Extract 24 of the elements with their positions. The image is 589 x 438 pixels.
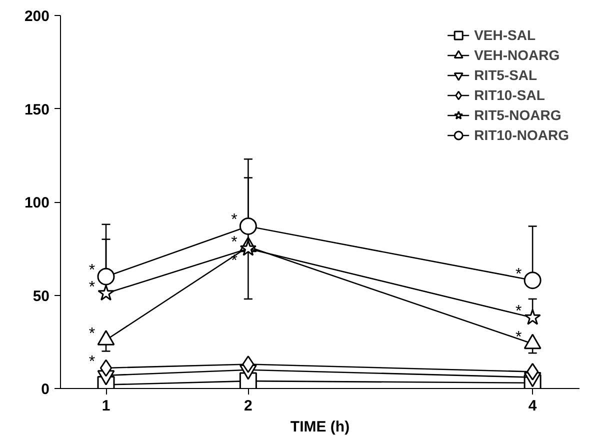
legend-label: RIT10-NOARG: [474, 127, 569, 143]
annotation: *: [88, 262, 96, 280]
annotation: *: [88, 353, 96, 370]
annotation: *: [231, 212, 238, 229]
legend-label: RIT10-SAL: [474, 87, 545, 103]
annotation: *: [88, 326, 96, 343]
x-tick-label: 1: [102, 398, 110, 414]
legend-label: VEH-NOARG: [474, 47, 560, 63]
legend-label: RIT5-NOARG: [474, 107, 562, 123]
y-tick-label: 100: [24, 194, 50, 212]
annotation: *: [231, 234, 238, 252]
x-axis-title: TIME (h): [290, 418, 350, 436]
y-tick-label: 200: [24, 8, 50, 25]
annotation: *: [515, 303, 522, 320]
x-tick-label: 2: [244, 398, 252, 414]
y-tick-label: 150: [24, 101, 50, 118]
y-tick-label: 50: [32, 288, 50, 305]
annotation: *: [515, 266, 522, 283]
x-tick-label: 4: [528, 398, 538, 414]
legend-label: VEH-SAL: [474, 27, 536, 43]
legend-label: RIT5-SAL: [474, 67, 538, 83]
annotation: *: [88, 278, 96, 296]
y-tick-label: 0: [41, 381, 50, 398]
annotation: *: [515, 329, 522, 346]
